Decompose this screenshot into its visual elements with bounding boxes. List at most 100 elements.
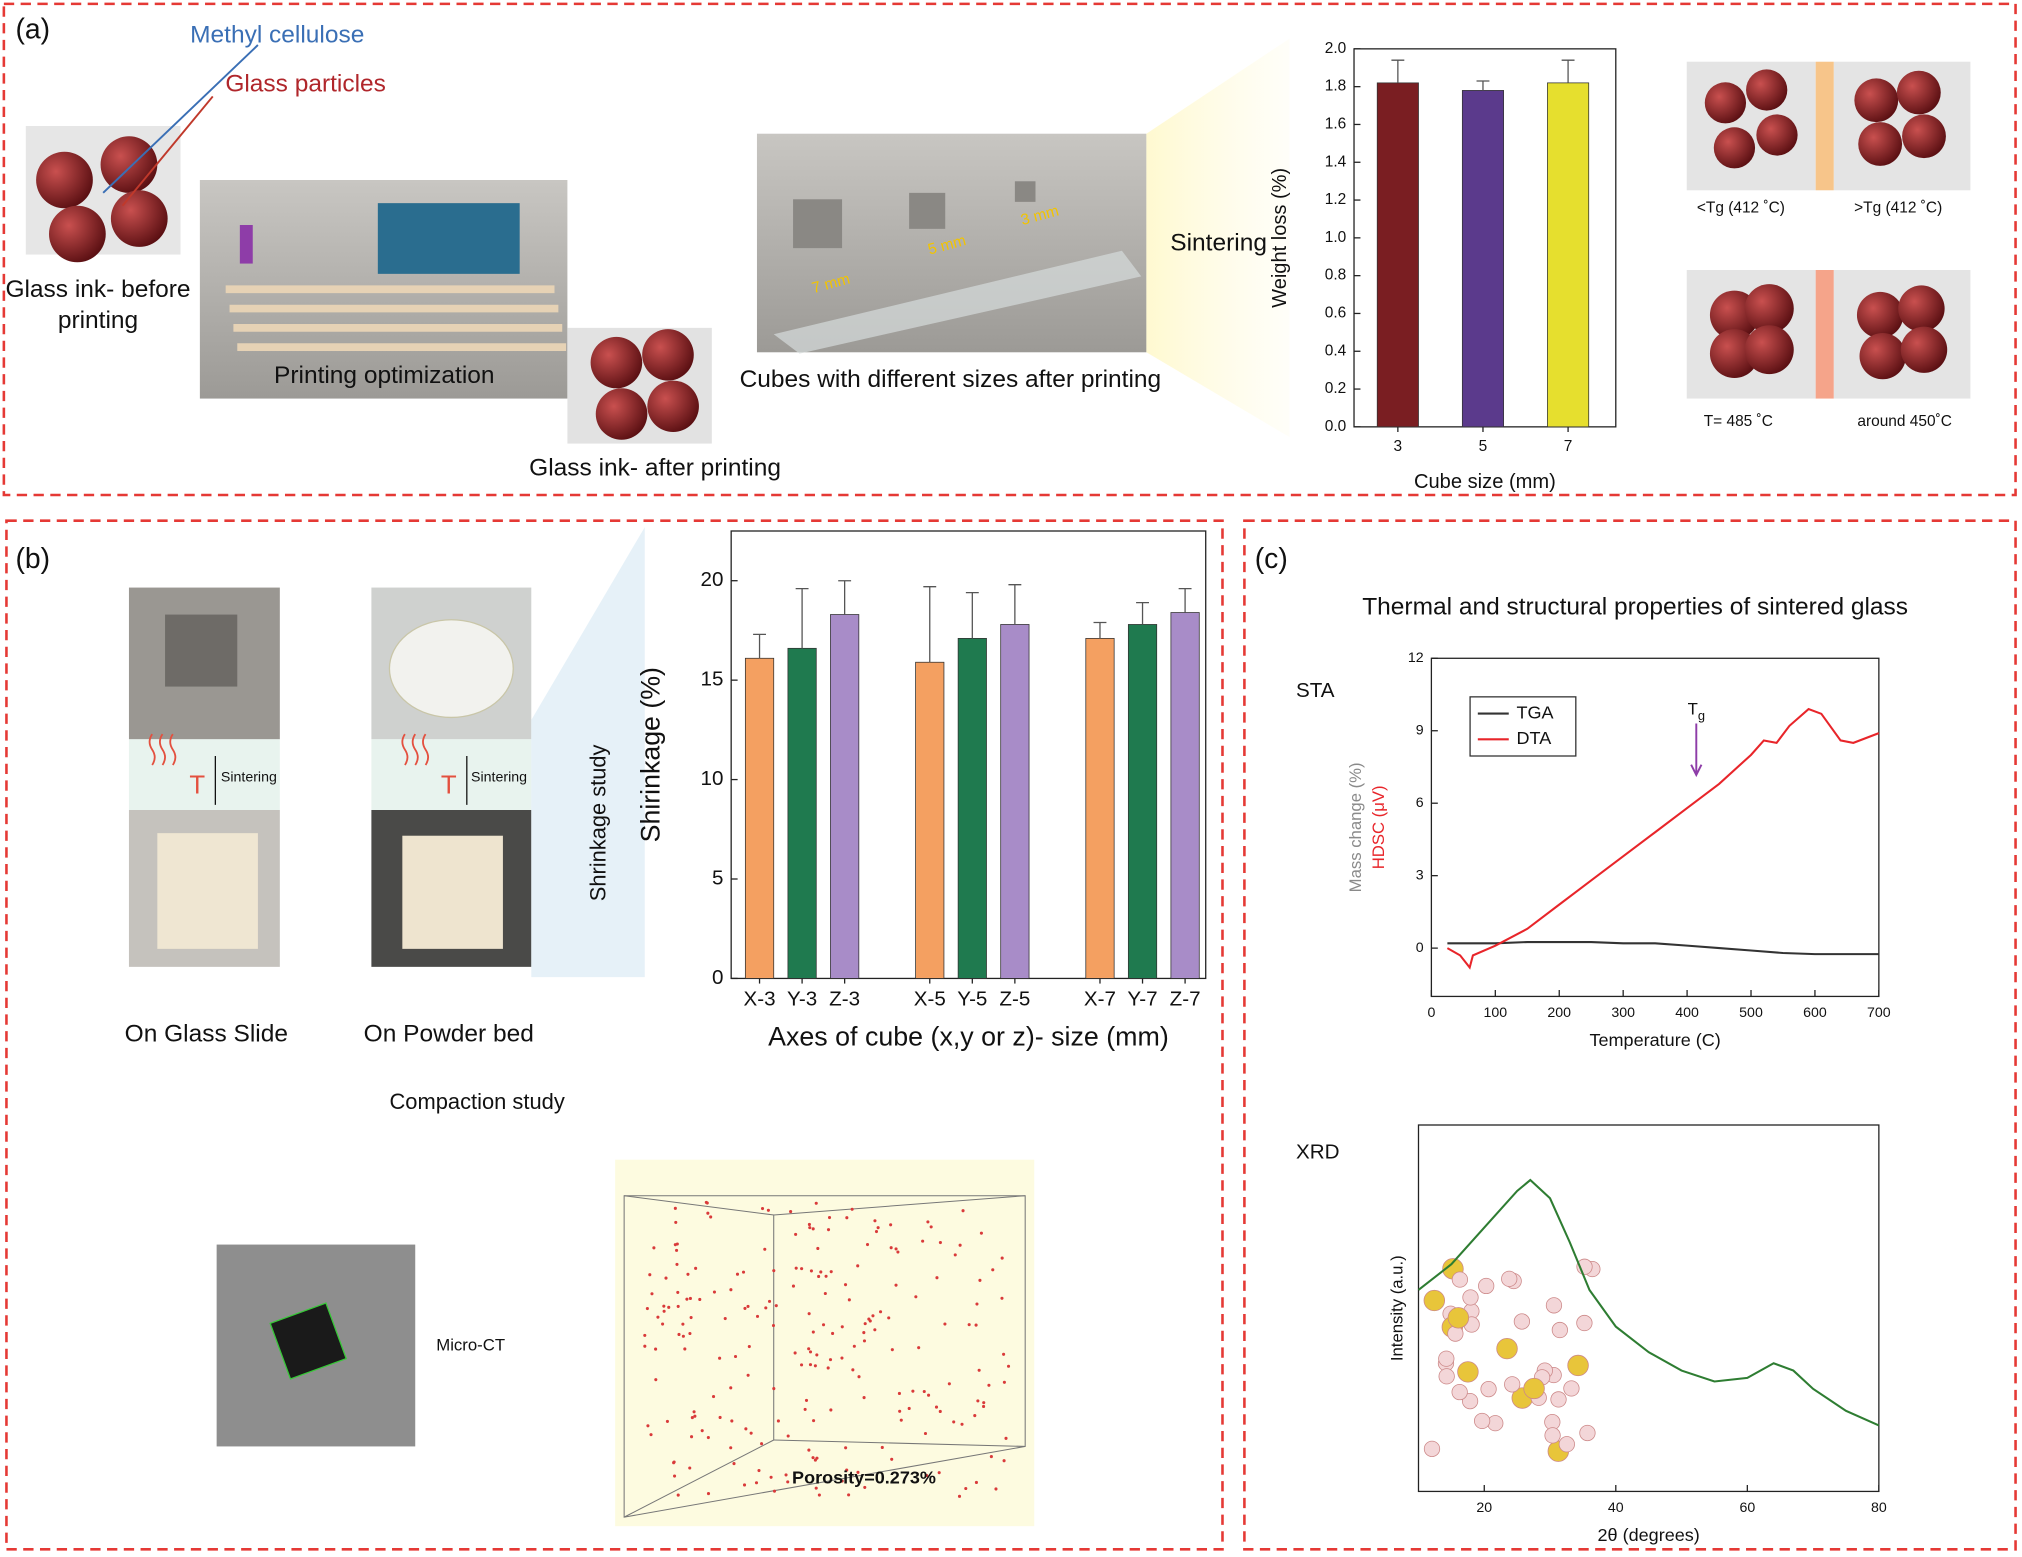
pore-dot [706, 1211, 710, 1215]
pore-dot [808, 1363, 813, 1367]
pore-dot [763, 1247, 767, 1251]
state-label: T= 485 ˚C [1704, 413, 1773, 430]
pore-dot [712, 1290, 717, 1294]
legend-label: TGA [1517, 702, 1554, 722]
pore-dot [807, 1312, 811, 1316]
pore-dot [896, 1250, 900, 1254]
bar [915, 661, 945, 979]
pore-dot [804, 1398, 809, 1402]
pore-dot [958, 1243, 962, 1247]
pore-dot [794, 1232, 798, 1236]
x-tick-label: Z-3 [829, 987, 860, 1010]
plot-frame [1417, 1124, 1880, 1493]
atom [1480, 1381, 1497, 1398]
pore-dot [1006, 1364, 1011, 1368]
y-tick-label: 1.6 [1325, 116, 1347, 133]
x-tick-label: 3 [1394, 438, 1403, 455]
pore-dot [643, 1333, 647, 1337]
panel-b-frame [5, 519, 1224, 1551]
pore-dot [847, 1493, 851, 1497]
error-bar [1561, 59, 1575, 83]
annotation: Tg [1688, 700, 1705, 723]
y-axis-label: Weight loss (%) [1269, 168, 1291, 308]
x-tick-label: 300 [1611, 1005, 1635, 1021]
atom [1473, 1412, 1491, 1430]
pore-dot [711, 1395, 716, 1399]
pore-dot [808, 1350, 813, 1354]
pore-dot [979, 1231, 983, 1235]
atom [1451, 1271, 1469, 1288]
pore-dot [774, 1304, 778, 1308]
pore-dot [654, 1378, 658, 1382]
atom [1545, 1297, 1563, 1314]
y-tick-label: 0.0 [1325, 418, 1347, 435]
caption: Shrinkage study [585, 744, 610, 901]
bar [1547, 82, 1590, 428]
x-tick-label: 100 [1483, 1005, 1507, 1021]
pore-dot [766, 1208, 770, 1212]
pore-dot [829, 1408, 833, 1412]
pore-dot [733, 1354, 738, 1359]
pore-dot [729, 1288, 733, 1292]
x-tick-label: 400 [1675, 1005, 1699, 1021]
pore-dot [789, 1210, 793, 1214]
pore-dot [826, 1366, 830, 1370]
atom [1501, 1270, 1518, 1287]
pore-dot [921, 1239, 925, 1243]
atom [1550, 1391, 1567, 1408]
pore-dot [676, 1290, 680, 1294]
pore-dot [746, 1304, 750, 1308]
x-tick-label: X-7 [1084, 987, 1116, 1010]
pore-dot [827, 1215, 832, 1220]
pore-dot [730, 1419, 734, 1423]
pore-dot [672, 1461, 676, 1465]
atom [1438, 1368, 1455, 1385]
pore-dot [929, 1225, 933, 1229]
bar [787, 647, 817, 979]
atom [1478, 1277, 1495, 1295]
caption: Porosity=0.273% [792, 1467, 936, 1487]
bar [1000, 624, 1030, 979]
y-tick-label: 0.2 [1325, 380, 1347, 397]
pore-dot [674, 1220, 678, 1224]
y-tick-label: 6 [1416, 795, 1424, 811]
pore-dot [873, 1328, 877, 1332]
state-label: around 450˚C [1857, 413, 1952, 430]
pore-dot [673, 1474, 677, 1478]
atom [1551, 1321, 1568, 1339]
pore-dot [923, 1431, 928, 1436]
pore-dot [729, 1386, 733, 1390]
pore-dot [914, 1295, 918, 1299]
pore-dot [814, 1486, 818, 1490]
pore-dot [851, 1368, 855, 1372]
pore-dot [772, 1387, 776, 1391]
caption: On Powder bed [364, 1020, 534, 1047]
atom [1563, 1380, 1580, 1397]
bar [957, 637, 987, 979]
pore-dot [826, 1228, 831, 1232]
pore-dot [676, 1304, 680, 1308]
x-tick-label: 7 [1564, 438, 1573, 455]
pore-dot [686, 1272, 690, 1276]
pore-dot [974, 1480, 978, 1485]
atom [1579, 1424, 1596, 1442]
pore-dot [705, 1201, 709, 1205]
pore-dot [863, 1322, 867, 1326]
atom [1523, 1377, 1545, 1400]
atom [1438, 1350, 1455, 1367]
pore-dot [769, 1475, 773, 1479]
pore-dot [978, 1278, 982, 1282]
pore-dot [865, 1242, 870, 1247]
atom [1451, 1383, 1468, 1401]
state-label: >Tg (412 ˚C) [1854, 199, 1942, 216]
pore-dot [953, 1253, 957, 1257]
pore-dot [975, 1302, 979, 1306]
pore-dot [974, 1323, 978, 1327]
pore-dot [791, 1284, 796, 1288]
pore-dot [845, 1468, 849, 1472]
pore-dot [850, 1207, 854, 1211]
pore-dot [688, 1331, 692, 1336]
pore-dot [772, 1489, 777, 1493]
pore-dot [821, 1323, 826, 1327]
error-bar [795, 588, 809, 649]
